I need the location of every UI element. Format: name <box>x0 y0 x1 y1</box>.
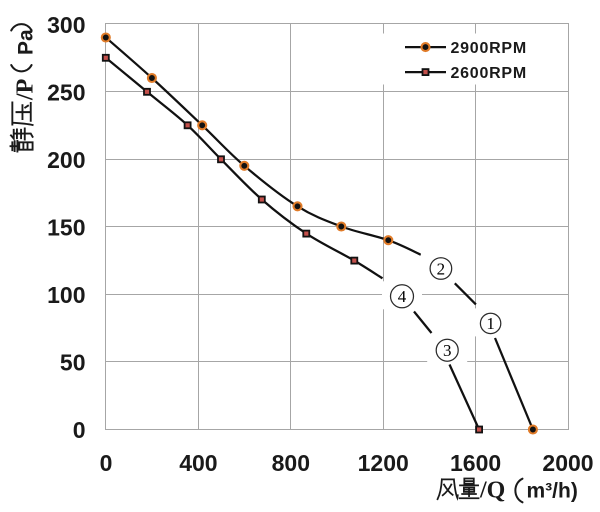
svg-text:3: 3 <box>443 341 452 360</box>
svg-text:2: 2 <box>437 259 446 278</box>
svg-text:300: 300 <box>47 12 85 38</box>
svg-text:100: 100 <box>47 282 85 308</box>
svg-text:1600: 1600 <box>450 450 501 476</box>
svg-text:/P: /P <box>13 79 39 101</box>
svg-text:250: 250 <box>47 80 85 106</box>
svg-text:2000: 2000 <box>542 450 593 476</box>
svg-text:0: 0 <box>73 417 86 443</box>
svg-text:4: 4 <box>398 287 407 306</box>
svg-text:2900RPM: 2900RPM <box>451 40 527 57</box>
svg-text:1200: 1200 <box>358 450 409 476</box>
svg-text:800: 800 <box>272 450 310 476</box>
svg-text:/Q: /Q <box>479 478 505 504</box>
svg-text:0: 0 <box>100 450 113 476</box>
svg-text:Pa: Pa <box>15 29 38 55</box>
svg-text:1: 1 <box>486 314 495 333</box>
svg-text:150: 150 <box>47 215 85 241</box>
svg-text:2600RPM: 2600RPM <box>451 65 527 82</box>
svg-text:200: 200 <box>47 147 85 173</box>
svg-text:m³/h): m³/h) <box>527 480 578 503</box>
svg-text:50: 50 <box>60 350 86 376</box>
svg-text:400: 400 <box>179 450 217 476</box>
